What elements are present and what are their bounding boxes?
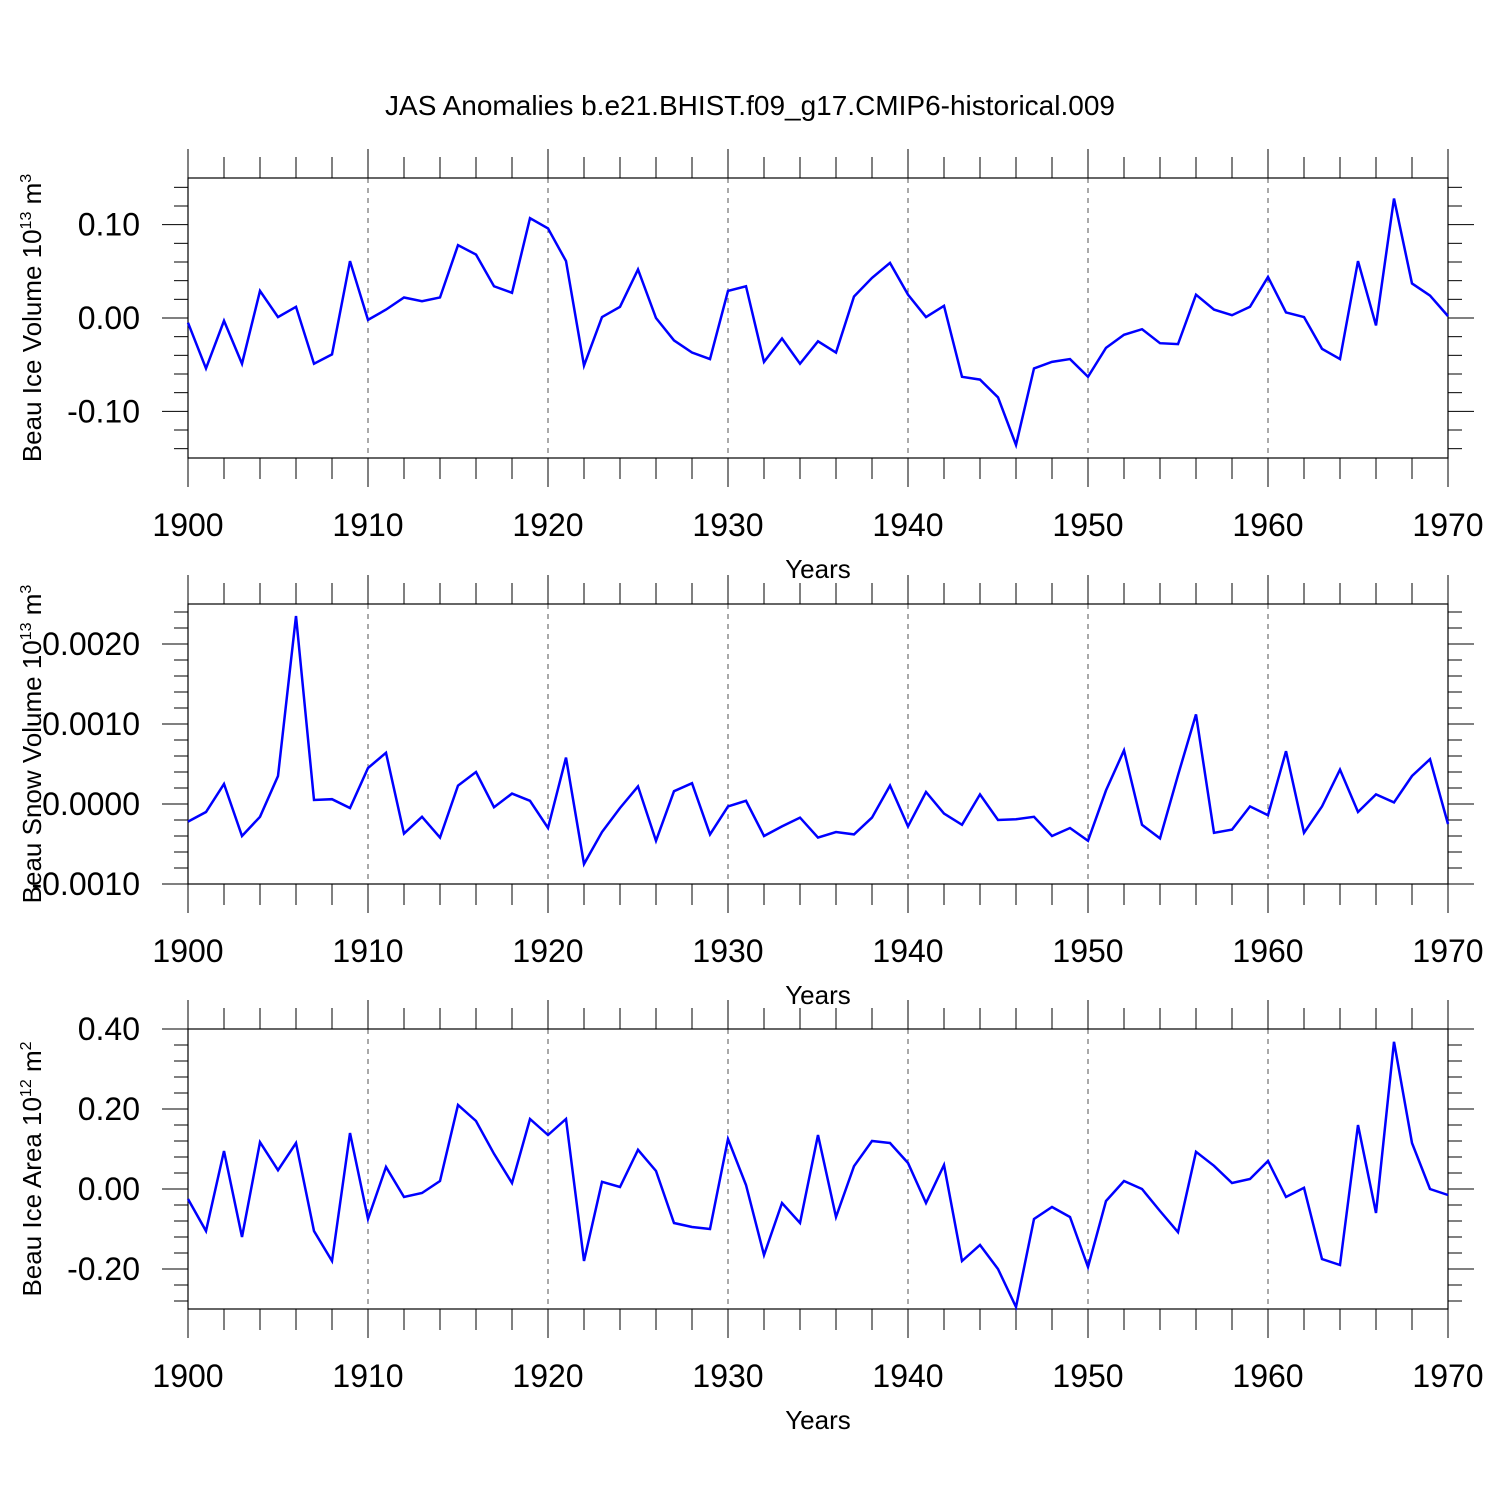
y-tick-label: 0.40 (78, 1011, 140, 1047)
y-axis-label: Beau Ice Volume 1013 m3 (17, 174, 47, 462)
x-tick-label: 1910 (332, 507, 403, 543)
x-tick-label: 1910 (332, 933, 403, 969)
series-line (186, 1041, 1449, 1311)
y-tick-label: 0.10 (78, 207, 140, 243)
chart-panel-3: 1900 1910 1920 1930 1940 1950 1960 1970 Years 0.4… (17, 1000, 1484, 1435)
y-tick-label: 0.00 (78, 300, 140, 336)
x-tick-label: 1950 (1052, 507, 1123, 543)
x-tick-label: 1940 (872, 1358, 943, 1394)
x-tick-label: 1900 (152, 1358, 223, 1394)
chart-panel-1: 1900 1910 1920 1930 1940 1950 1960 1970 Years 0.1… (17, 149, 1484, 584)
x-tick-label: 1950 (1052, 1358, 1123, 1394)
x-tick-label: 1920 (512, 1358, 583, 1394)
x-tick-label: 1960 (1232, 507, 1303, 543)
chart-panel-2: 1900 1910 1920 1930 1940 1950 1960 1970 Years 0.0… (17, 575, 1484, 1010)
x-tick-label: 1930 (692, 507, 763, 543)
x-tick-label: 1960 (1232, 933, 1303, 969)
x-axis-label: Years (785, 1405, 851, 1435)
x-tick-label: 1950 (1052, 933, 1123, 969)
y-tick-label: -0.10 (67, 393, 140, 429)
series-line (187, 615, 1450, 868)
x-tick-label: 1930 (692, 933, 763, 969)
x-tick-label: 1970 (1412, 507, 1483, 543)
y-tick-label: -0.20 (67, 1251, 140, 1287)
y-tick-label: -0.0010 (31, 866, 140, 902)
x-tick-label: 1970 (1412, 1358, 1483, 1394)
y-axis-label: Beau Snow Volume 1013 m3 (17, 585, 47, 904)
panels: 1900 1910 1920 1930 1940 1950 1960 1970 Years 0.1… (17, 149, 1484, 1435)
x-tick-label: 1940 (872, 507, 943, 543)
y-tick-label: 0.0000 (42, 786, 140, 822)
x-tick-label: 1900 (152, 933, 223, 969)
x-tick-label: 1920 (512, 933, 583, 969)
x-tick-label: 1930 (692, 1358, 763, 1394)
chart-title: JAS Anomalies b.e21.BHIST.f09_g17.CMIP6-… (385, 90, 1115, 121)
x-axis-label: Years (785, 554, 851, 584)
plot-frame (187, 177, 1449, 459)
x-tick-label: 1920 (512, 507, 583, 543)
plot-frame (187, 603, 1449, 885)
x-tick-label: 1940 (872, 933, 943, 969)
plot-frame (187, 1028, 1449, 1310)
x-tick-label: 1960 (1232, 1358, 1303, 1394)
y-tick-label: 0.20 (78, 1091, 140, 1127)
y-axis-label: Beau Ice Area 1012 m2 (17, 1041, 47, 1296)
x-tick-label: 1910 (332, 1358, 403, 1394)
y-tick-label: 0.0010 (42, 706, 140, 742)
x-tick-label: 1900 (152, 507, 223, 543)
series-line (186, 198, 1449, 450)
y-tick-label: 0.00 (78, 1171, 140, 1207)
y-tick-label: 0.0020 (42, 626, 140, 662)
x-tick-label: 1970 (1412, 933, 1483, 969)
x-axis-label: Years (785, 980, 851, 1010)
